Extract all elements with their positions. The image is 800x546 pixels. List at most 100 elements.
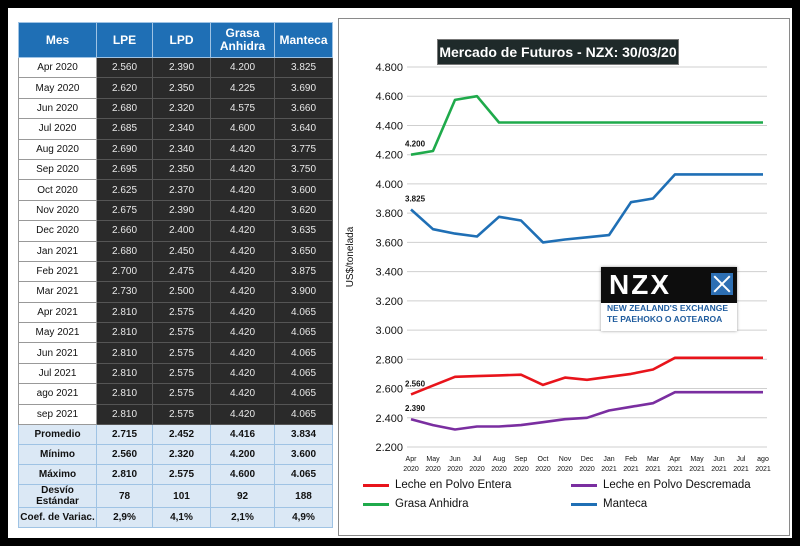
row-month: Aug 2020 (18, 138, 97, 160)
x-tick-year: 2021 (601, 466, 617, 473)
stat-label: Mínimo (18, 444, 97, 466)
stat-label: Coef. de Variac. (18, 507, 97, 529)
legend-label-grasa: Grasa Anhidra (395, 498, 469, 510)
x-tick-year: 2021 (711, 466, 727, 473)
row-month: May 2021 (18, 322, 97, 344)
cell-lpe: 2.680 (96, 97, 153, 120)
x-tick-month: Feb (625, 456, 637, 463)
x-tick-year: 2020 (557, 466, 573, 473)
cell-ga: 4.420 (210, 281, 275, 303)
y-tick-label: 4.400 (375, 120, 403, 132)
cell-lpd: 2.390 (152, 199, 211, 222)
stat-lpd: 4,1% (152, 507, 211, 529)
table-row: Jul 2020 2.685 2.340 4.600 3.640 (18, 118, 333, 140)
y-tick-label: 3.800 (375, 208, 403, 220)
x-tick-month: May (426, 456, 440, 463)
row-month: ago 2021 (18, 383, 97, 405)
stat-ga: 2,1% (210, 507, 275, 529)
cell-ga: 4.420 (210, 240, 275, 262)
x-tick-year: 2020 (579, 466, 595, 473)
table-row: Nov 2020 2.675 2.390 4.420 3.620 (18, 199, 333, 222)
table-row: May 2020 2.620 2.350 4.225 3.690 (18, 77, 333, 99)
x-tick-year: 2021 (645, 466, 661, 473)
x-tick-year: 2020 (469, 466, 485, 473)
chart-panel: Mercado de Futuros - NZX: 30/03/20 4.800… (338, 18, 790, 536)
y-tick-label: 2.800 (375, 354, 403, 366)
x-tick-month: Jul (473, 456, 482, 463)
x-tick-month: Aug (493, 456, 506, 463)
cell-ga: 4.600 (210, 118, 275, 140)
cell-ga: 4.420 (210, 362, 275, 385)
y-axis-label: US$/tonelada (345, 226, 356, 287)
series-start-label: 4.200 (405, 140, 426, 149)
header-grasa-anhidra: Grasa Anhidra (210, 22, 275, 58)
cell-man: 4.065 (274, 383, 333, 405)
row-month: Jun 2021 (18, 342, 97, 364)
x-tick-year: 2021 (623, 466, 639, 473)
cell-man: 3.650 (274, 240, 333, 262)
cell-ga: 4.420 (210, 138, 275, 160)
cell-lpe: 2.810 (96, 403, 153, 426)
cell-lpd: 2.320 (152, 97, 211, 120)
y-tick-label: 4.600 (375, 91, 403, 103)
cell-lpd: 2.370 (152, 179, 211, 201)
futures-table: Mes LPE LPD Grasa Anhidra Manteca Apr 20… (18, 22, 333, 529)
stat-ga: 4.200 (210, 444, 275, 466)
cell-man: 3.750 (274, 158, 333, 181)
cell-lpd: 2.500 (152, 281, 211, 303)
table-row: Jan 2021 2.680 2.450 4.420 3.650 (18, 240, 333, 262)
cell-man: 4.065 (274, 362, 333, 385)
cell-man: 3.640 (274, 118, 333, 140)
table-row: Dec 2020 2.660 2.400 4.420 3.635 (18, 220, 333, 242)
cell-lpe: 2.810 (96, 362, 153, 385)
x-tick-month: Dec (581, 456, 594, 463)
x-tick-year: 2020 (535, 466, 551, 473)
x-tick-year: 2020 (491, 466, 507, 473)
cell-lpe: 2.810 (96, 301, 153, 324)
cell-lpe: 2.660 (96, 220, 153, 242)
nzx-logo-line1: NEW ZEALAND'S EXCHANGE (607, 303, 729, 313)
y-tick-label: 2.200 (375, 442, 403, 454)
y-tick-label: 2.600 (375, 384, 403, 396)
cell-lpd: 2.450 (152, 240, 211, 262)
row-month: Apr 2021 (18, 301, 97, 324)
cell-man: 4.065 (274, 342, 333, 364)
cell-lpe: 2.625 (96, 179, 153, 201)
row-month: Nov 2020 (18, 199, 97, 222)
table-row: Jun 2021 2.810 2.575 4.420 4.065 (18, 342, 333, 364)
x-tick-year: 2020 (513, 466, 529, 473)
cell-lpe: 2.810 (96, 383, 153, 405)
table-row: Jul 2021 2.810 2.575 4.420 4.065 (18, 362, 333, 385)
row-month: sep 2021 (18, 403, 97, 426)
legend-swatch-red (363, 483, 389, 487)
series-line-2 (410, 94, 763, 156)
cell-man: 4.065 (274, 322, 333, 344)
x-tick-year: 2021 (667, 466, 683, 473)
x-tick-year: 2021 (755, 466, 771, 473)
cell-lpd: 2.575 (152, 322, 211, 344)
row-month: Dec 2020 (18, 220, 97, 242)
stat-man: 3.600 (274, 444, 333, 466)
x-tick-year: 2021 (689, 466, 705, 473)
series-start-label: 2.390 (405, 404, 426, 413)
x-tick-year: 2020 (403, 466, 419, 473)
table-row: May 2021 2.810 2.575 4.420 4.065 (18, 322, 333, 344)
nzx-logo: NZX NEW ZEALAND'S EXCHANGE TE PAEHOKO O … (601, 267, 737, 331)
row-month: Jul 2020 (18, 118, 97, 140)
table-row: Apr 2021 2.810 2.575 4.420 4.065 (18, 301, 333, 324)
stat-lpe: 2.560 (96, 444, 153, 466)
cell-lpe: 2.685 (96, 118, 153, 140)
row-month: Jan 2021 (18, 240, 97, 262)
header-manteca: Manteca (274, 22, 333, 58)
cell-lpd: 2.575 (152, 362, 211, 385)
x-tick-month: Apr (670, 456, 682, 463)
cell-man: 3.660 (274, 97, 333, 120)
stats-row: Desvío Estándar 78 101 92 188 (18, 484, 333, 509)
cell-man: 4.065 (274, 403, 333, 426)
cell-man: 3.635 (274, 220, 333, 242)
series-line-3 (410, 173, 763, 244)
stat-man: 3.834 (274, 424, 333, 446)
x-tick-month: Mar (647, 456, 660, 463)
table-row: Sep 2020 2.695 2.350 4.420 3.750 (18, 158, 333, 181)
x-tick-month: May (690, 456, 704, 463)
